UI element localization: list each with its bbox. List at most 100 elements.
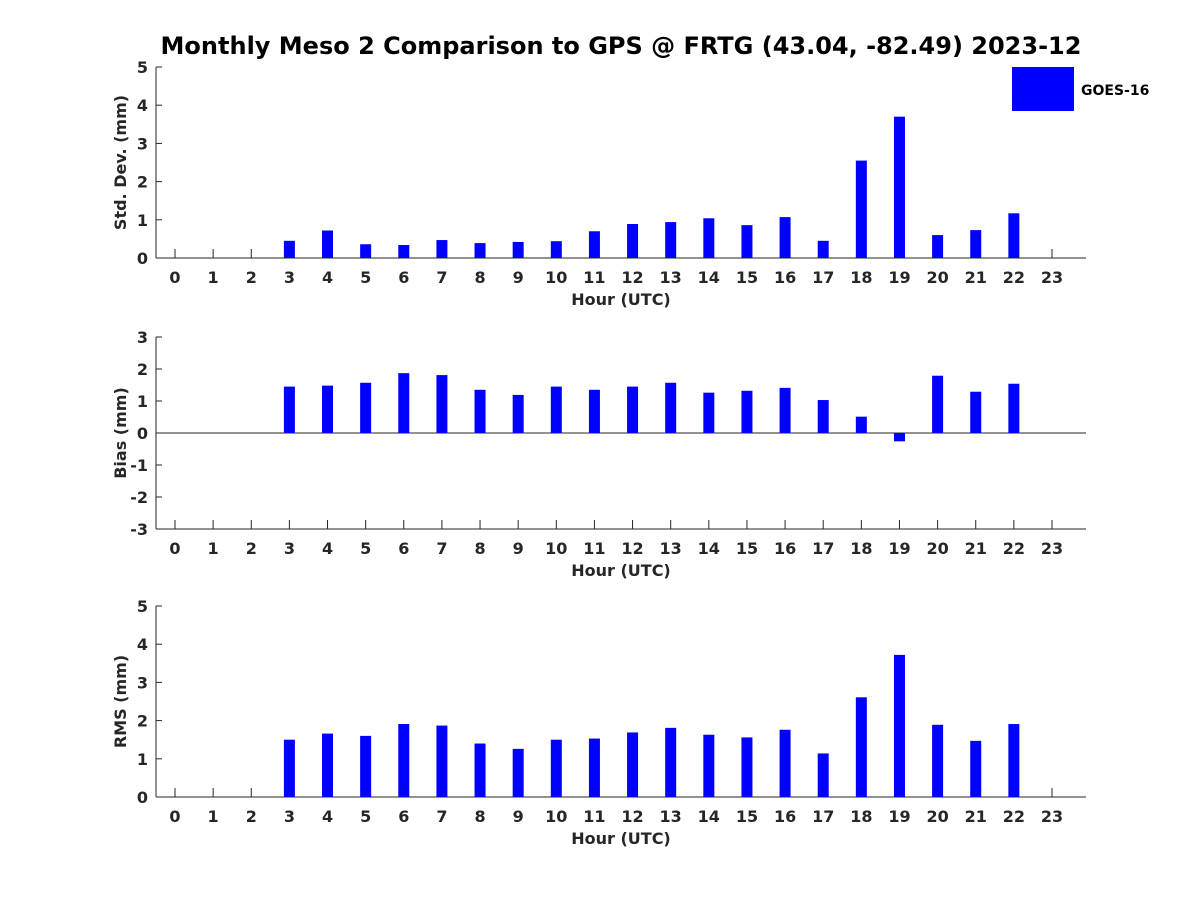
- x-tick-label: 8: [474, 268, 485, 287]
- bar: [512, 241, 524, 258]
- x-tick-label: 9: [513, 807, 524, 826]
- x-tick-label: 5: [360, 268, 371, 287]
- x-tick-label: 16: [774, 807, 796, 826]
- legend-swatch: [1012, 67, 1074, 111]
- y-tick-label: 0: [137, 788, 148, 807]
- bar: [474, 243, 486, 258]
- bar: [970, 391, 982, 433]
- x-tick-label: 4: [322, 807, 333, 826]
- x-tick-label: 16: [774, 268, 796, 287]
- x-tick-label: 20: [926, 807, 948, 826]
- bar: [283, 240, 295, 258]
- x-tick-label: 17: [812, 807, 834, 826]
- bar: [588, 389, 600, 433]
- x-tick-label: 14: [698, 539, 720, 558]
- bar: [550, 386, 562, 433]
- bar: [779, 217, 791, 258]
- x-tick-label: 9: [513, 539, 524, 558]
- x-tick-label: 11: [583, 807, 605, 826]
- x-tick-label: 3: [284, 539, 295, 558]
- x-tick-label: 20: [926, 268, 948, 287]
- x-tick-label: 2: [246, 539, 257, 558]
- y-tick-label: 4: [137, 635, 148, 654]
- bar: [932, 724, 944, 797]
- chart-title: Monthly Meso 2 Comparison to GPS @ FRTG …: [161, 32, 1082, 60]
- bar: [398, 245, 410, 258]
- x-tick-label: 0: [169, 807, 180, 826]
- bar: [855, 697, 867, 797]
- bar: [932, 235, 944, 258]
- x-tick-label: 18: [850, 539, 872, 558]
- y-axis-label: RMS (mm): [111, 655, 130, 748]
- x-axis-label: Hour (UTC): [571, 561, 671, 580]
- x-tick-label: 6: [398, 539, 409, 558]
- x-tick-label: 19: [888, 268, 910, 287]
- x-tick-label: 4: [322, 268, 333, 287]
- bar: [932, 375, 944, 433]
- x-tick-label: 15: [736, 807, 758, 826]
- bar: [779, 729, 791, 797]
- y-tick-label: 0: [137, 249, 148, 268]
- x-tick-label: 7: [436, 807, 447, 826]
- bar: [360, 382, 372, 433]
- x-tick-label: 15: [736, 539, 758, 558]
- x-tick-label: 12: [621, 807, 643, 826]
- bar: [512, 748, 524, 797]
- x-tick-label: 9: [513, 268, 524, 287]
- x-tick-label: 18: [850, 807, 872, 826]
- bar: [360, 244, 372, 258]
- x-tick-label: 5: [360, 807, 371, 826]
- bar: [588, 738, 600, 797]
- y-tick-label: 3: [137, 134, 148, 153]
- bar: [398, 373, 410, 433]
- bar: [322, 230, 334, 258]
- bar: [550, 739, 562, 797]
- y-tick-label: 5: [137, 58, 148, 77]
- bar: [322, 385, 334, 433]
- x-tick-label: 7: [436, 539, 447, 558]
- x-tick-label: 3: [284, 807, 295, 826]
- bar: [893, 654, 905, 797]
- legend-label: GOES-16: [1081, 83, 1149, 99]
- x-tick-label: 22: [1003, 539, 1025, 558]
- x-tick-label: 6: [398, 268, 409, 287]
- bar: [474, 389, 486, 433]
- y-tick-label: 2: [137, 173, 148, 192]
- x-tick-label: 23: [1041, 807, 1063, 826]
- x-tick-label: 22: [1003, 807, 1025, 826]
- bar: [970, 230, 982, 258]
- x-tick-label: 23: [1041, 268, 1063, 287]
- bar: [703, 392, 715, 433]
- bar: [703, 218, 715, 258]
- bar: [817, 753, 829, 797]
- x-tick-label: 19: [888, 807, 910, 826]
- y-tick-label: 0: [137, 424, 148, 443]
- y-tick-label: 3: [137, 673, 148, 692]
- legend: GOES-16: [1012, 67, 1149, 111]
- y-axis-label: Bias (mm): [111, 387, 130, 479]
- bar: [588, 231, 600, 258]
- bar: [474, 743, 486, 797]
- x-tick-label: 6: [398, 807, 409, 826]
- x-tick-label: 21: [965, 807, 987, 826]
- y-tick-label: 4: [137, 96, 148, 115]
- bar: [741, 390, 753, 433]
- bar: [436, 375, 448, 433]
- x-tick-label: 21: [965, 268, 987, 287]
- bar: [627, 386, 639, 433]
- bar: [322, 733, 334, 797]
- x-tick-label: 20: [926, 539, 948, 558]
- x-tick-label: 13: [660, 807, 682, 826]
- x-tick-label: 16: [774, 539, 796, 558]
- x-tick-label: 21: [965, 539, 987, 558]
- bar: [627, 732, 639, 797]
- x-tick-label: 19: [888, 539, 910, 558]
- x-tick-label: 0: [169, 268, 180, 287]
- y-tick-label: 1: [137, 392, 148, 411]
- x-tick-label: 8: [474, 539, 485, 558]
- x-tick-label: 15: [736, 268, 758, 287]
- x-tick-label: 8: [474, 807, 485, 826]
